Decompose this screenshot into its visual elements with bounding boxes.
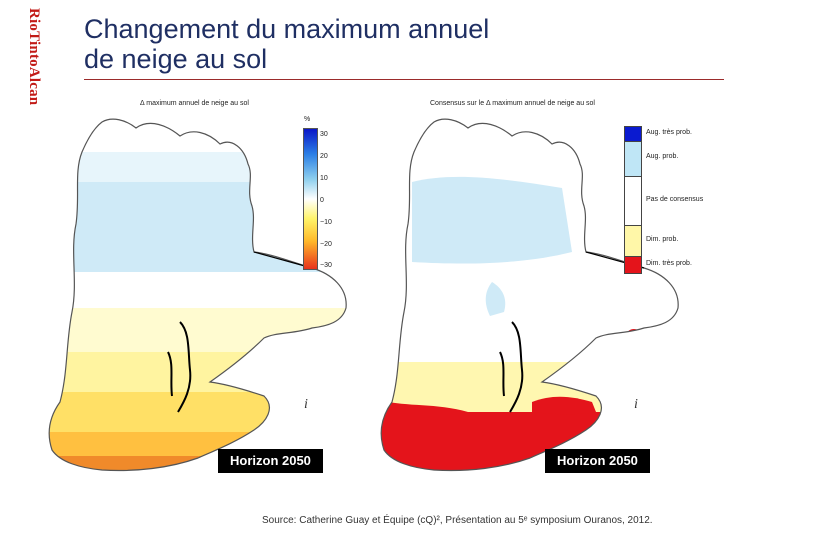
colorbar-tick: −30 <box>320 262 332 269</box>
source-citation: Source: Catherine Guay et Équipe (cQ)², … <box>262 515 653 526</box>
legend-label: Dim. très prob. <box>646 260 692 267</box>
brand-logo: RioTintoAlcan <box>26 8 42 106</box>
colorbar-tick: 30 <box>320 131 328 138</box>
legend-label: Pas de consensus <box>646 196 704 203</box>
title-divider <box>84 79 724 80</box>
horizon-badge-left: Horizon 2050 <box>218 449 323 473</box>
colorbar-tick: 0 <box>320 197 324 204</box>
legend-swatch-dim-prob <box>624 225 642 257</box>
title-line-1: Changement du maximum annuel <box>84 14 490 44</box>
page-title: Changement du maximum annuel de neige au… <box>84 14 489 74</box>
right-map-fill <box>381 119 679 471</box>
legend-swatch-aug-prob <box>624 141 642 177</box>
svg-text:i: i <box>304 397 308 412</box>
svg-text:i: i <box>634 397 638 412</box>
left-map-title: Δ maximum annuel de neige au sol <box>140 100 249 107</box>
right-map-title: Consensus sur le Δ maximum annuel de nei… <box>430 100 595 107</box>
colorbar-tick: 20 <box>320 153 328 160</box>
colorbar-tick: −20 <box>320 241 332 248</box>
left-map: i <box>48 118 347 472</box>
horizon-badge-right: Horizon 2050 <box>545 449 650 473</box>
legend-label: Aug. très prob. <box>646 129 692 136</box>
colorbar-tick: 10 <box>320 175 328 182</box>
legend-label: Dim. prob. <box>646 236 679 243</box>
legend-swatch-pas-de-consensus <box>624 176 642 226</box>
title-line-2: de neige au sol <box>84 44 268 74</box>
legend-swatch-aug-tres-prob <box>624 126 642 142</box>
colorbar-tick: −10 <box>320 219 332 226</box>
colorbar-unit: % <box>304 116 311 123</box>
legend-swatch-dim-tres-prob <box>624 256 642 274</box>
colorbar <box>303 128 318 270</box>
right-map: i <box>380 118 679 472</box>
legend-label: Aug. prob. <box>646 153 679 160</box>
